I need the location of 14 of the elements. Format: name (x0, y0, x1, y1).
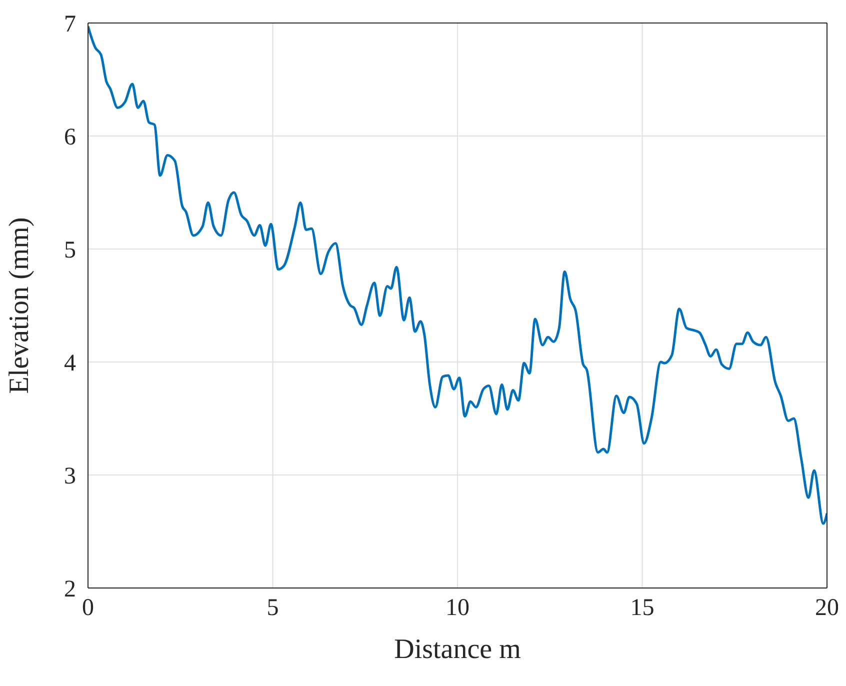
x-axis-title: Distance m (394, 634, 522, 665)
line-series (88, 25, 827, 525)
y-tick-label: 4 (64, 350, 76, 377)
y-tick-label: 2 (64, 576, 76, 603)
y-axis-title: Elevation (mm) (4, 217, 35, 394)
x-tick-label: 10 (446, 595, 470, 622)
y-tick-label: 5 (64, 238, 76, 264)
x-tick-label: 15 (630, 595, 654, 622)
x-tick-label: 20 (815, 595, 839, 622)
x-tick-label: 5 (266, 595, 279, 622)
x-tick-label: 0 (82, 595, 94, 622)
y-tick-label: 7 (64, 12, 76, 38)
y-tick-label: 3 (64, 464, 76, 490)
y-tick-label: 6 (64, 124, 76, 151)
